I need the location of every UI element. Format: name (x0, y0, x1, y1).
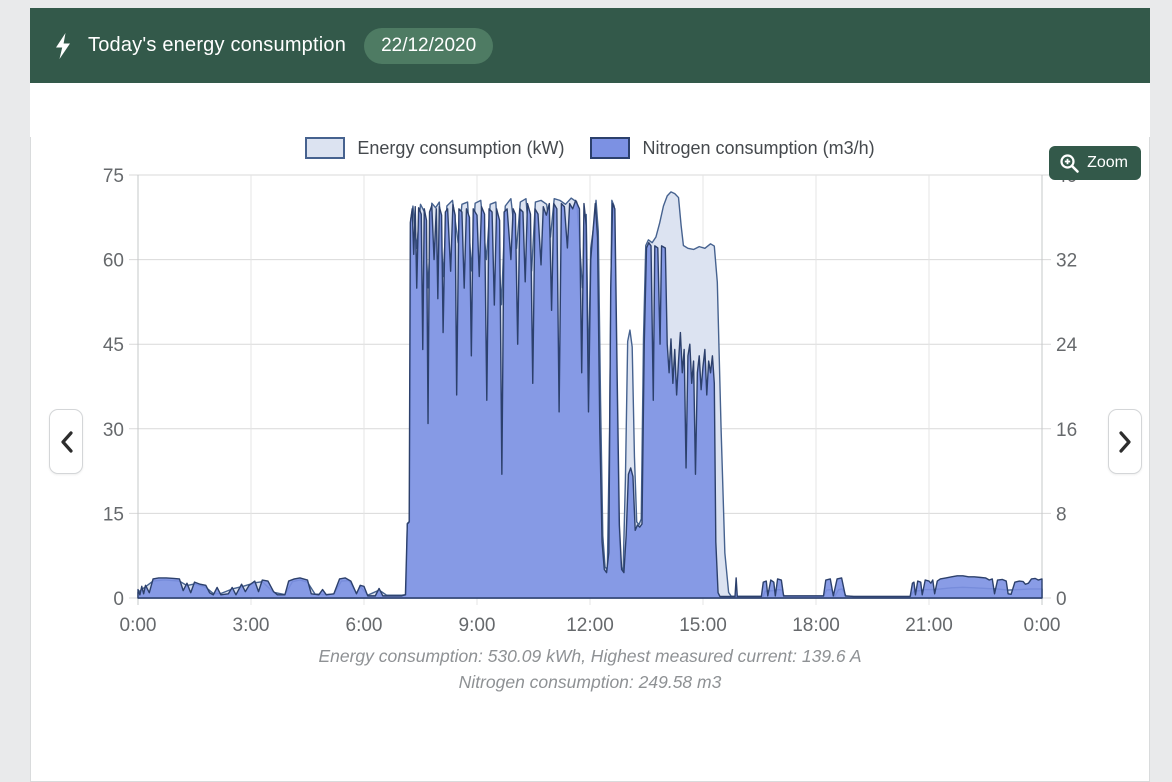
next-day-button[interactable] (1108, 409, 1142, 474)
svg-text:0: 0 (1056, 589, 1067, 610)
legend-item-nitrogen[interactable]: Nitrogen consumption (m3/h) (590, 137, 875, 159)
svg-text:3:00: 3:00 (233, 615, 270, 635)
previous-day-button[interactable] (49, 409, 83, 474)
svg-text:45: 45 (103, 335, 124, 356)
energy-swatch-icon (305, 137, 346, 159)
svg-text:18:00: 18:00 (792, 615, 840, 635)
svg-text:9:00: 9:00 (459, 615, 496, 635)
zoom-button-label: Zoom (1087, 154, 1128, 171)
widget-header: Today's energy consumption 22/12/2020 (30, 8, 1150, 83)
svg-text:30: 30 (103, 420, 124, 441)
svg-text:6:00: 6:00 (346, 615, 383, 635)
chevron-left-icon (59, 430, 74, 454)
svg-text:15: 15 (103, 504, 124, 525)
lightning-bolt-icon (50, 31, 76, 61)
svg-text:16: 16 (1056, 420, 1077, 441)
chart-panel: Zoom Energy consumption (kW) Nitrogen co… (30, 137, 1150, 782)
svg-text:32: 32 (1056, 251, 1077, 272)
svg-text:8: 8 (1056, 504, 1067, 525)
nitrogen-swatch-icon (590, 137, 631, 159)
chart-legend: Energy consumption (kW) Nitrogen consump… (31, 137, 1149, 159)
svg-text:0: 0 (113, 589, 124, 610)
svg-text:75: 75 (103, 166, 124, 187)
zoom-button[interactable]: Zoom (1049, 146, 1141, 180)
legend-label-nitrogen: Nitrogen consumption (m3/h) (642, 137, 875, 158)
svg-text:15:00: 15:00 (679, 615, 727, 635)
legend-item-energy[interactable]: Energy consumption (kW) (305, 137, 564, 159)
svg-text:0:00: 0:00 (1024, 615, 1061, 635)
chart-caption: Energy consumption: 530.09 kWh, Highest … (31, 643, 1149, 695)
date-badge: 22/12/2020 (364, 27, 494, 64)
caption-energy-line: Energy consumption: 530.09 kWh, Highest … (318, 646, 862, 666)
chart-canvas[interactable]: 0153045607508162432400:003:006:009:0012:… (31, 165, 1149, 635)
svg-text:12:00: 12:00 (566, 615, 614, 635)
svg-text:0:00: 0:00 (120, 615, 157, 635)
chevron-right-icon (1118, 430, 1133, 454)
energy-widget-card: Today's energy consumption 22/12/2020 Zo… (30, 8, 1150, 782)
svg-text:21:00: 21:00 (905, 615, 953, 635)
caption-nitrogen-line: Nitrogen consumption: 249.58 m3 (458, 672, 722, 692)
svg-text:60: 60 (103, 251, 124, 272)
widget-title: Today's energy consumption (88, 34, 347, 56)
legend-label-energy: Energy consumption (kW) (357, 137, 565, 158)
chart-container: 0153045607508162432400:003:006:009:0012:… (31, 165, 1149, 635)
svg-text:24: 24 (1056, 335, 1078, 356)
magnifier-plus-icon (1059, 153, 1080, 174)
